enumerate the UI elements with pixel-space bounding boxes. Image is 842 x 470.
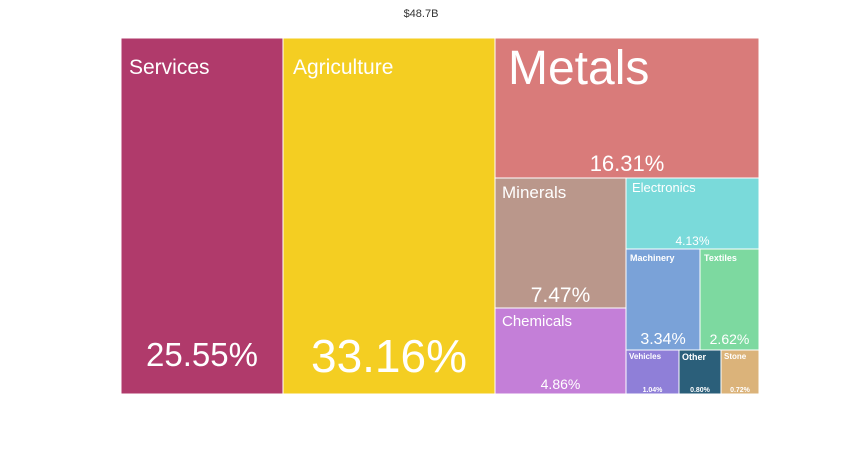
tile-name-agriculture: Agriculture xyxy=(293,56,393,79)
tile-machinery[interactable]: Machinery 3.34% xyxy=(625,248,701,351)
tile-rect-vehicles[interactable] xyxy=(625,349,680,395)
tile-rect-machinery[interactable] xyxy=(625,248,701,351)
tile-percent-chemicals: 4.86% xyxy=(541,376,581,392)
tile-percent-other: 0.80% xyxy=(690,387,711,394)
tile-chemicals[interactable]: Chemicals 4.86% xyxy=(494,307,627,395)
tile-other[interactable]: Other 0.80% xyxy=(678,349,722,395)
tile-stone[interactable]: Stone 0.72% xyxy=(720,349,760,395)
tile-rect-other[interactable] xyxy=(678,349,722,395)
tile-rect-metals[interactable] xyxy=(494,37,760,179)
tile-percent-electronics: 4.13% xyxy=(675,234,709,248)
tile-percent-minerals: 7.47% xyxy=(531,284,591,307)
tile-percent-vehicles: 1.04% xyxy=(643,387,664,394)
tile-metals[interactable]: Metals 16.31% xyxy=(494,37,760,179)
tile-name-textiles: Textiles xyxy=(704,253,737,263)
tile-name-machinery: Machinery xyxy=(630,253,675,263)
tile-percent-stone: 0.72% xyxy=(730,387,751,394)
tile-name-metals: Metals xyxy=(508,42,649,95)
tile-percent-textiles: 2.62% xyxy=(710,331,750,347)
tile-name-minerals: Minerals xyxy=(502,183,566,202)
tile-name-stone: Stone xyxy=(724,352,747,361)
chart-total: $48.7B xyxy=(403,8,439,20)
tile-electronics[interactable]: Electronics 4.13% xyxy=(625,177,760,250)
tile-percent-machinery: 3.34% xyxy=(640,331,685,348)
tile-rect-chemicals[interactable] xyxy=(494,307,627,395)
tile-name-vehicles: Vehicles xyxy=(629,352,662,361)
tile-vehicles[interactable]: Vehicles 1.04% xyxy=(625,349,680,395)
tile-textiles[interactable]: Textiles 2.62% xyxy=(699,248,760,351)
tile-rect-textiles[interactable] xyxy=(699,248,760,351)
tile-percent-agriculture: 33.16% xyxy=(311,330,467,382)
tile-rect-agriculture[interactable] xyxy=(282,37,496,395)
tile-percent-metals: 16.31% xyxy=(590,151,665,176)
tile-name-services: Services xyxy=(129,56,210,79)
tile-minerals[interactable]: Minerals 7.47% xyxy=(494,177,627,309)
tile-rect-electronics[interactable] xyxy=(625,177,760,250)
tile-name-chemicals: Chemicals xyxy=(502,313,572,330)
tile-name-electronics: Electronics xyxy=(632,180,696,195)
tile-rect-stone[interactable] xyxy=(720,349,760,395)
tile-percent-services: 25.55% xyxy=(146,336,258,373)
tile-agriculture[interactable]: Agriculture 33.16% xyxy=(282,37,496,395)
tile-name-other: Other xyxy=(682,352,707,362)
tile-rect-minerals[interactable] xyxy=(494,177,627,309)
tile-services[interactable]: Services 25.55% xyxy=(120,37,284,395)
